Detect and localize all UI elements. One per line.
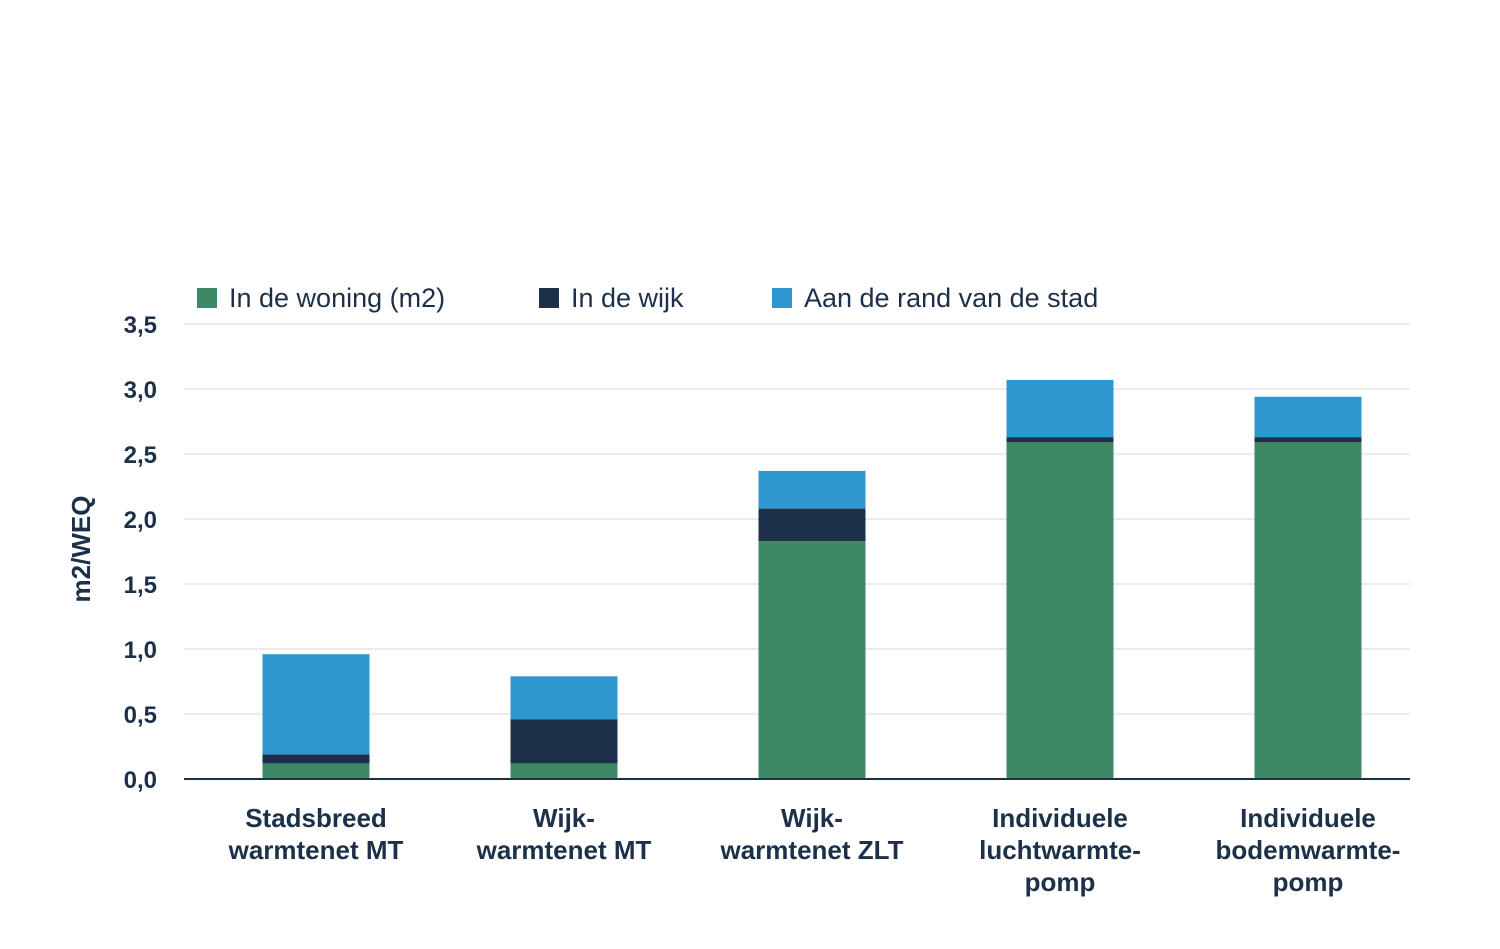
x-category-label: Wijk-warmtenet ZLT: [720, 803, 904, 865]
x-category-label-line: Individuele: [1240, 803, 1376, 833]
bar-segment: [1254, 396, 1362, 438]
bar-segment: [1006, 379, 1114, 438]
legend-label: In de woning (m2): [229, 283, 445, 313]
bar-segment: [758, 470, 866, 509]
x-category-label-line: Wijk-: [781, 803, 843, 833]
y-tick-label: 1,0: [124, 637, 157, 664]
x-category-label: Individuele bodemwarmte-pomp: [1216, 803, 1401, 897]
x-category-label-line: warmtenet MT: [228, 835, 404, 865]
legend: In de woning (m2) In de wijk Aan de rand v…: [197, 283, 1098, 313]
bar-segment: [1254, 437, 1362, 443]
bar-segment: [262, 654, 370, 755]
y-tick-label: 0,0: [124, 767, 157, 794]
bar-segment: [1006, 437, 1114, 443]
bar-segment: [262, 754, 370, 764]
y-tick-label: 2,5: [124, 442, 157, 469]
bar-segment: [1006, 442, 1114, 779]
x-category-label: Stadsbreed warmtenet MT: [228, 803, 404, 865]
legend-label: In de wijk: [571, 283, 684, 313]
bar-segment: [758, 508, 866, 542]
legend-swatch: [772, 288, 792, 308]
y-tick-label: 2,0: [124, 507, 157, 534]
y-tick-label: 3,5: [124, 312, 157, 339]
y-axis-label: m2/WEQ: [66, 496, 96, 603]
legend-swatch: [197, 288, 217, 308]
x-category-label-line: warmtenet ZLT: [720, 835, 904, 865]
x-category-label-line: Wijk-: [533, 803, 595, 833]
x-category-label-line: pomp: [1273, 867, 1344, 897]
y-axis-ticks: 0,0 0,5 1,0 1,5 2,0 2,5 3,0 3,5: [124, 312, 157, 794]
bar-segment: [510, 763, 618, 779]
bar-segment: [510, 719, 618, 764]
x-category-label-line: luchtwarmte-: [979, 835, 1141, 865]
bar-segment: [510, 676, 618, 720]
x-category-label: Wijk-warmtenet MT: [476, 803, 652, 865]
bars: [262, 379, 1362, 779]
legend-swatch: [539, 288, 559, 308]
bar-segment: [262, 763, 370, 779]
legend-label: Aan de rand van de stad: [804, 283, 1098, 313]
bar-segment: [758, 541, 866, 779]
bar-segment: [1254, 442, 1362, 779]
y-tick-label: 0,5: [124, 702, 157, 729]
x-category-label-line: bodemwarmte-: [1216, 835, 1401, 865]
x-category-label-line: warmtenet MT: [476, 835, 652, 865]
x-category-label-line: pomp: [1025, 867, 1096, 897]
y-tick-label: 3,0: [124, 377, 157, 404]
y-tick-label: 1,5: [124, 572, 157, 599]
x-category-label-line: Stadsbreed: [245, 803, 387, 833]
x-category-label: Individuele luchtwarmte-pomp: [979, 803, 1141, 897]
x-category-label-line: Individuele: [992, 803, 1128, 833]
